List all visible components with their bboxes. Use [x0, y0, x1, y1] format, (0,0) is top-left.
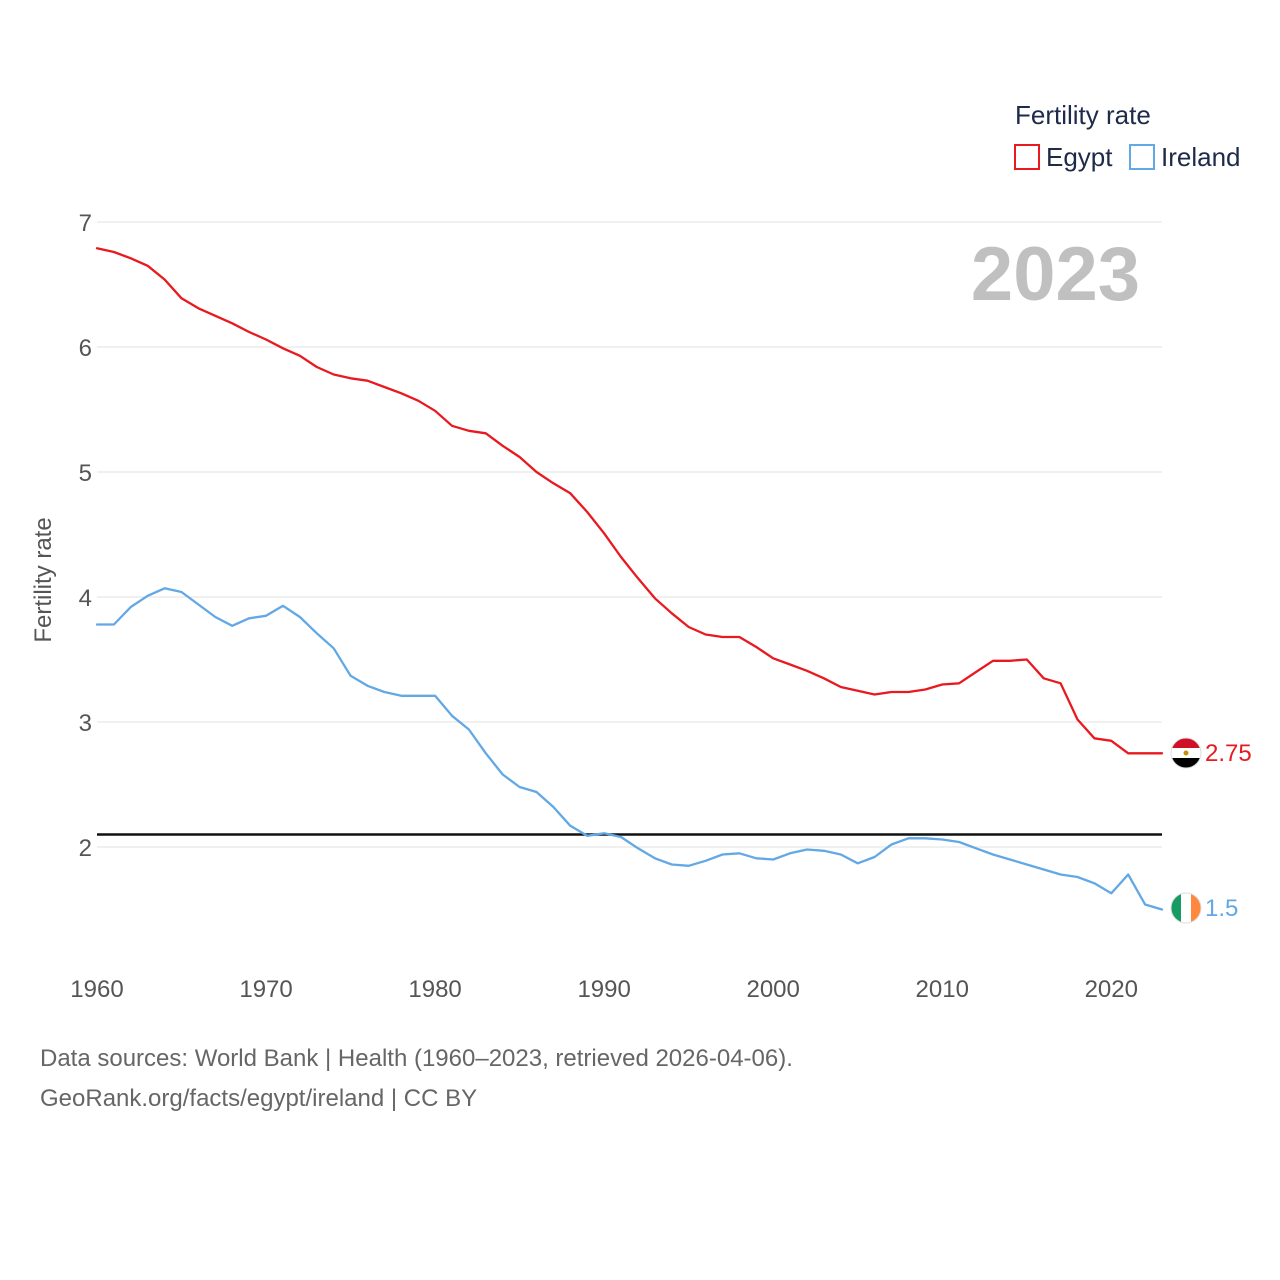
egypt-flag-icon — [1171, 738, 1201, 768]
legend-label-ireland: Ireland — [1161, 142, 1241, 172]
legend-title: Fertility rate — [1015, 100, 1151, 130]
legend-swatch-ireland — [1129, 144, 1155, 170]
x-axis-ticks: 1960 1970 1980 1990 2000 2010 2020 — [70, 976, 1138, 1003]
footer-sources: Data sources: World Bank | Health (1960–… — [40, 1045, 793, 1072]
y-tick-label: 3 — [79, 710, 92, 737]
y-tick-label: 4 — [79, 585, 92, 612]
year-label: 2023 — [971, 232, 1140, 317]
legend-label-egypt: Egypt — [1046, 142, 1113, 172]
y-axis-title: Fertility rate — [30, 517, 57, 642]
y-axis-ticks: 2 3 4 5 6 7 — [79, 210, 92, 862]
series-line-egypt — [95, 247, 1164, 755]
x-tick-label: 2010 — [916, 976, 969, 1003]
legend-item-ireland[interactable]: Ireland — [1129, 142, 1241, 172]
y-tick-label: 5 — [79, 460, 92, 487]
x-tick-label: 1990 — [577, 976, 630, 1003]
x-tick-label: 1970 — [239, 976, 292, 1003]
series-line-ireland — [95, 587, 1164, 911]
ireland-flag-icon — [1171, 893, 1201, 923]
ireland-end-value: 1.5 — [1205, 895, 1238, 922]
footer-attribution[interactable]: GeoRank.org/facts/egypt/ireland | CC BY — [40, 1085, 478, 1112]
x-tick-label: 2000 — [746, 976, 799, 1003]
ireland-flag-border — [1170, 892, 1202, 924]
y-tick-label: 2 — [79, 835, 92, 862]
x-tick-label: 1960 — [70, 976, 123, 1003]
egypt-end-value: 2.75 — [1205, 740, 1252, 767]
y-tick-label: 7 — [79, 210, 92, 237]
y-tick-label: 6 — [79, 335, 92, 362]
gridlines — [97, 221, 1162, 848]
x-tick-label: 1980 — [408, 976, 461, 1003]
legend-swatch-egypt — [1014, 144, 1040, 170]
x-tick-label: 2020 — [1085, 976, 1138, 1003]
series-lines — [95, 247, 1164, 911]
legend-item-egypt[interactable]: Egypt — [1014, 142, 1113, 172]
egypt-flag-border — [1170, 737, 1202, 769]
legend[interactable]: Fertility rate Egypt Ireland — [1014, 100, 1241, 172]
